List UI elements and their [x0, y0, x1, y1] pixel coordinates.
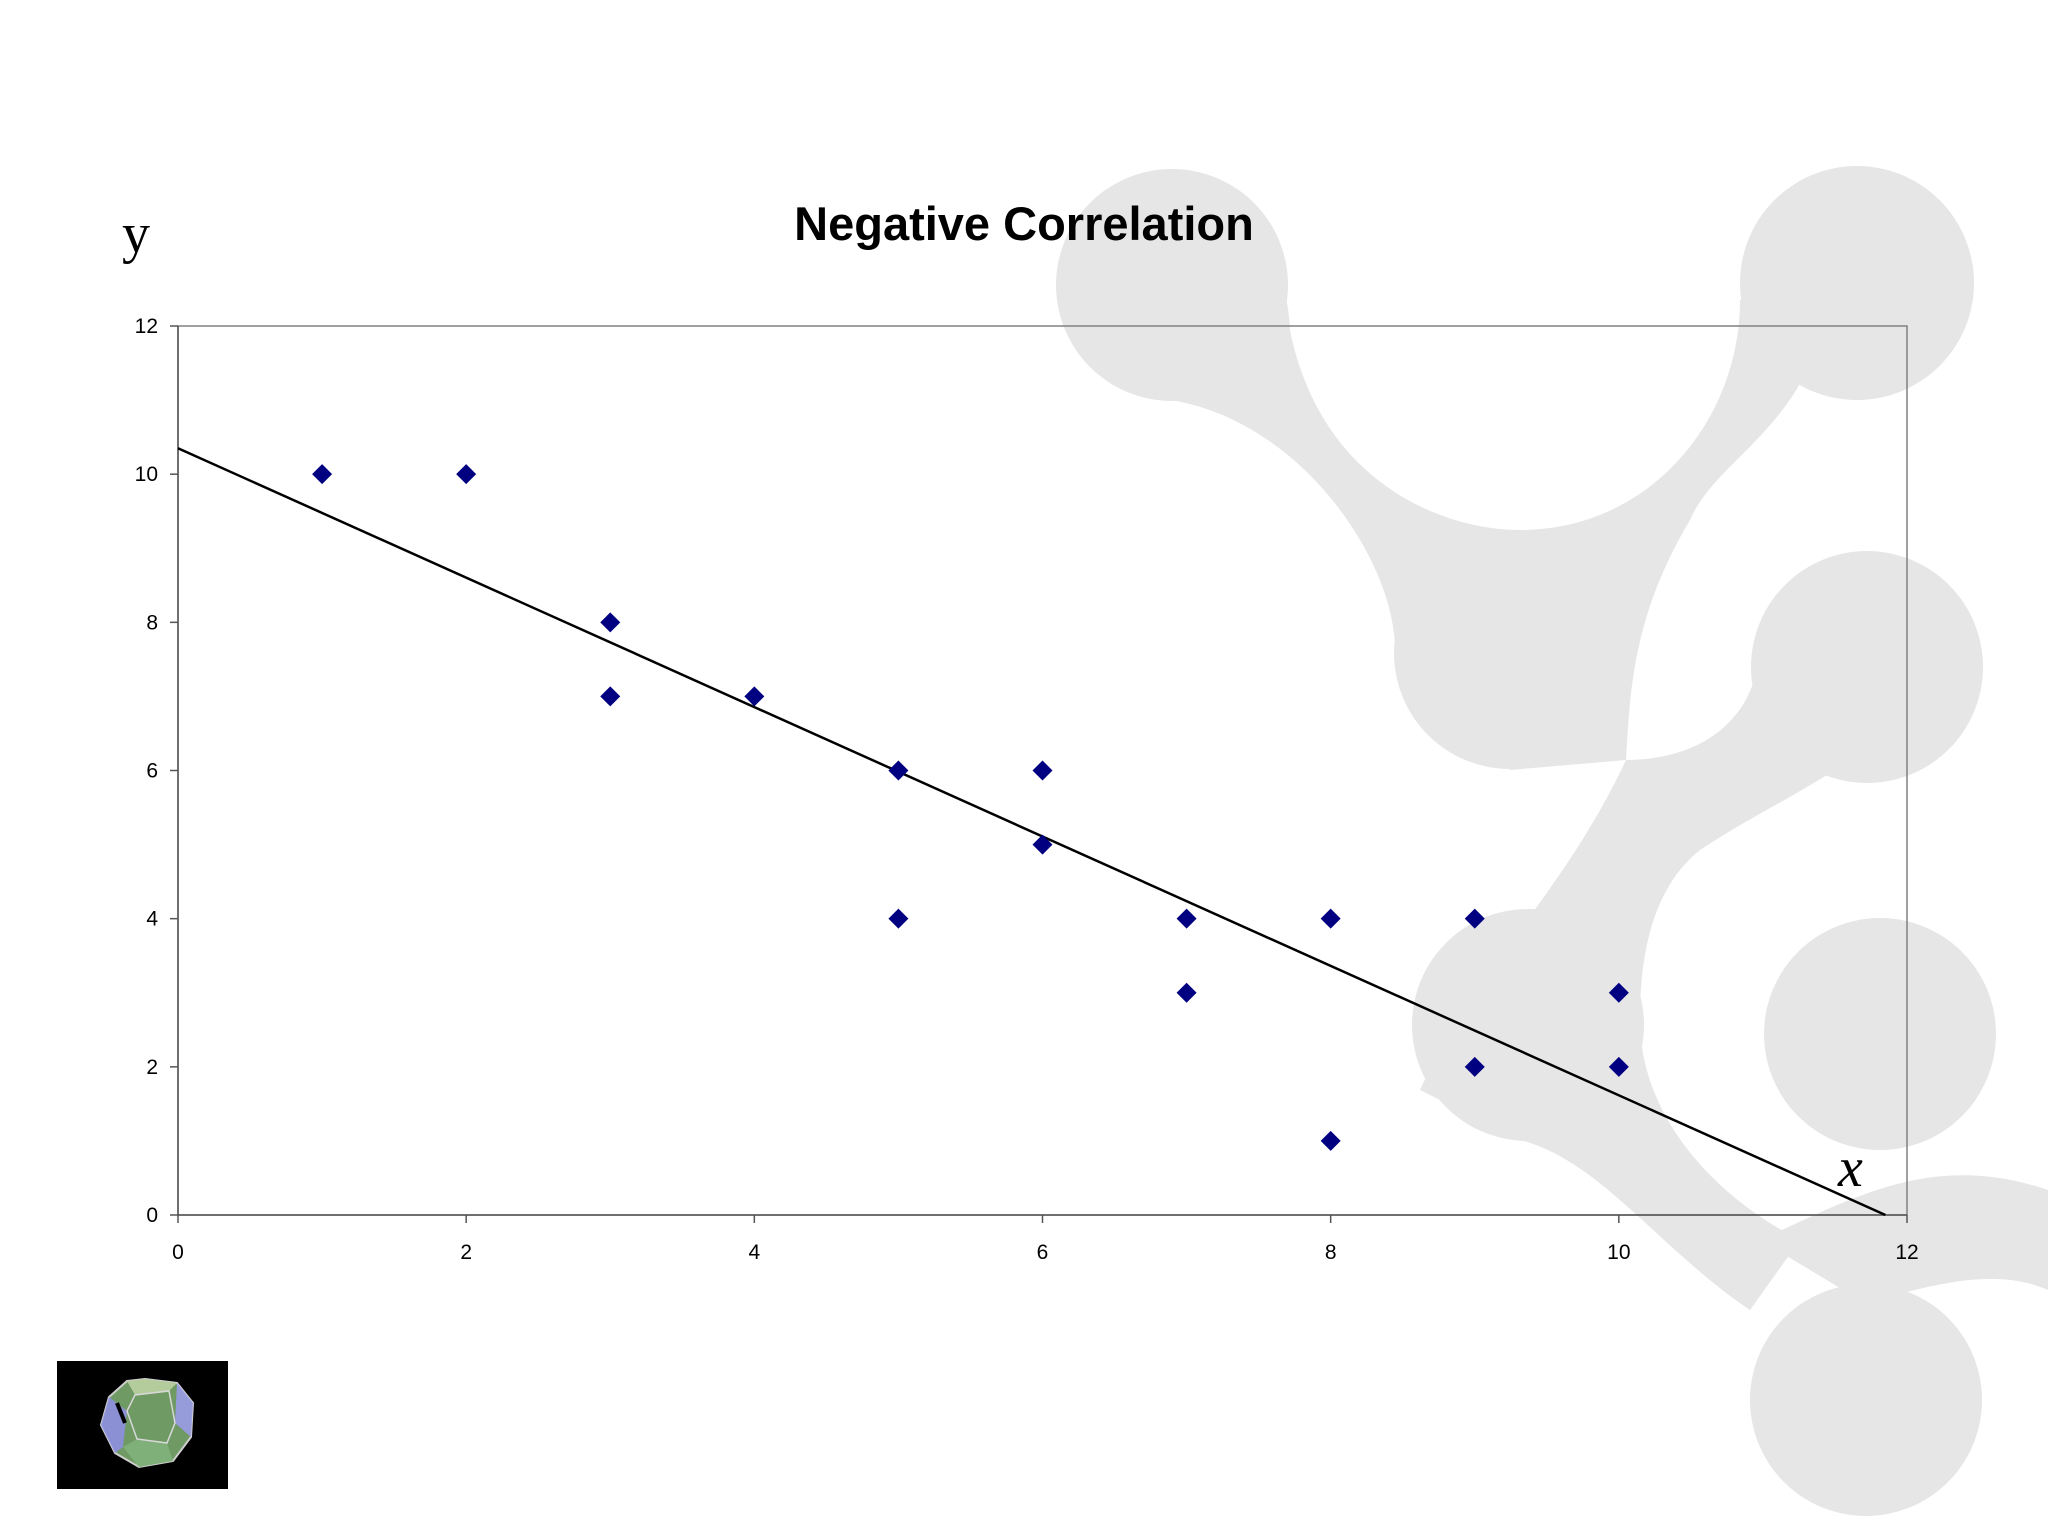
y-tick-label: 8: [146, 611, 158, 634]
data-point: [1464, 1056, 1485, 1077]
data-point: [312, 464, 333, 485]
data-point: [1032, 760, 1053, 781]
data-point: [456, 464, 477, 485]
x-tick-label: 4: [748, 1241, 760, 1264]
data-point: [1032, 834, 1053, 855]
trendline: [177, 447, 1886, 1217]
data-point: [1608, 982, 1629, 1003]
data-point: [600, 686, 621, 707]
y-tick-label: 0: [146, 1204, 158, 1227]
x-tick-label: 2: [460, 1241, 472, 1264]
data-point: [1320, 1130, 1341, 1151]
x-axis-letter: x: [1838, 1137, 1863, 1199]
y-tick-label: 4: [146, 908, 158, 931]
data-point: [744, 686, 765, 707]
y-tick-label: 6: [146, 760, 158, 783]
data-point: [1608, 1056, 1629, 1077]
data-point: [888, 908, 909, 929]
data-point: [1320, 908, 1341, 929]
y-tick-label: 12: [135, 315, 158, 338]
y-axis-letter: y: [122, 203, 150, 265]
x-tick-label: 8: [1325, 1241, 1337, 1264]
dodecahedron-logo-icon: [57, 1361, 228, 1489]
data-point: [1176, 982, 1197, 1003]
data-point: [888, 760, 909, 781]
y-tick-label: 10: [135, 463, 158, 486]
chart-title: Negative Correlation: [794, 197, 1254, 250]
data-point: [600, 612, 621, 633]
x-tick-label: 0: [172, 1241, 184, 1264]
x-tick-label: 6: [1037, 1241, 1049, 1264]
y-tick-label: 2: [146, 1056, 158, 1079]
x-tick-label: 12: [1895, 1241, 1918, 1264]
x-tick-label: 10: [1607, 1241, 1630, 1264]
data-point: [1464, 908, 1485, 929]
data-point: [1176, 908, 1197, 929]
